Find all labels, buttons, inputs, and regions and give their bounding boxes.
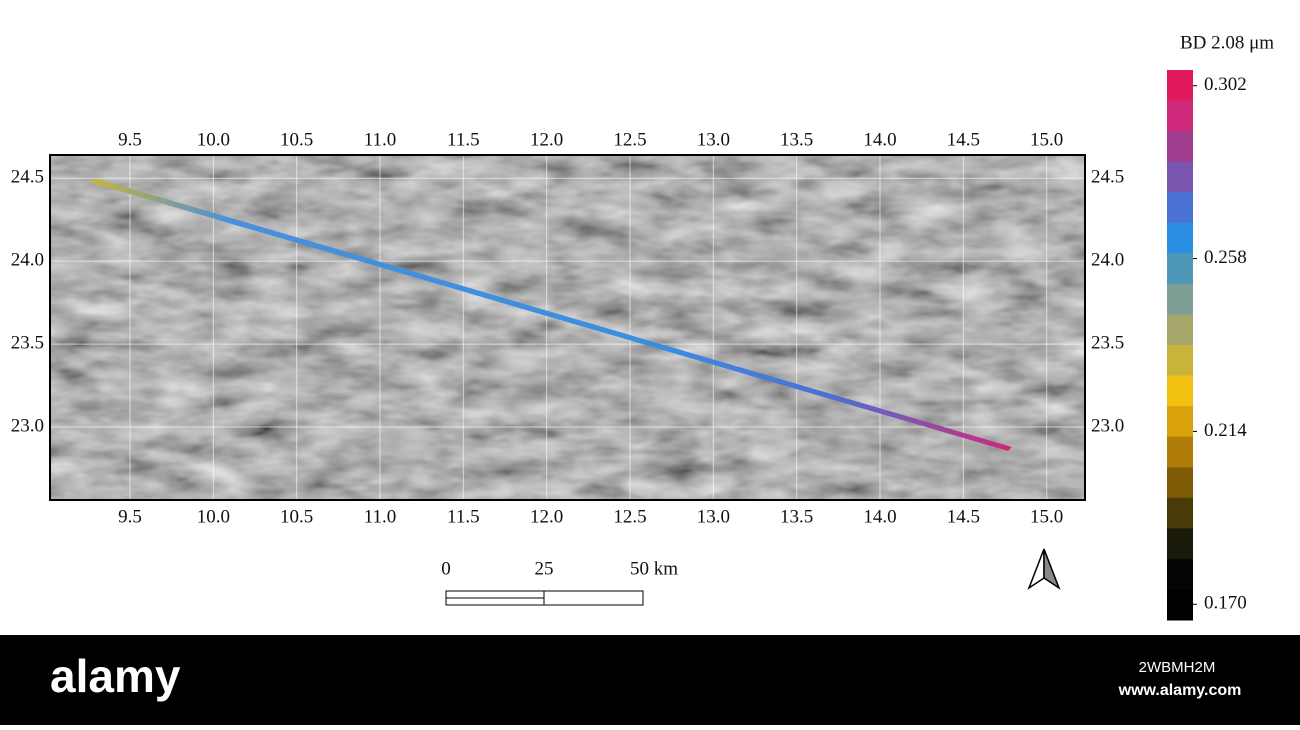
footer-logo: alamy xyxy=(50,650,181,702)
colorbar-tick-label: 0.170 xyxy=(1204,593,1247,614)
colorbar-segment xyxy=(1167,528,1193,560)
x-tick-label: 11.5 xyxy=(447,129,480,150)
x-tick-label: 9.5 xyxy=(118,506,142,527)
x-tick-label: 13.0 xyxy=(697,129,730,150)
colorbar-segment xyxy=(1167,222,1193,254)
x-tick-label: 9.5 xyxy=(118,129,142,150)
scale-bar: 0 25 50 km xyxy=(441,558,678,606)
colorbar-segment xyxy=(1167,192,1193,224)
y-tick-label: 24.0 xyxy=(11,250,44,271)
x-tick-label: 10.5 xyxy=(280,506,313,527)
x-tick-label: 14.5 xyxy=(947,129,980,150)
colorbar-segment xyxy=(1167,131,1193,163)
x-tick-label: 11.5 xyxy=(447,506,480,527)
x-tick-label: 15.0 xyxy=(1030,129,1063,150)
colorbar-segment xyxy=(1167,406,1193,438)
scale-segment xyxy=(445,597,545,606)
map-frame xyxy=(49,154,1086,501)
colorbar-segment xyxy=(1167,314,1193,346)
scale-segment xyxy=(445,590,545,599)
y-tick-label: 24.5 xyxy=(11,167,44,188)
x-tick-label: 10.5 xyxy=(280,129,313,150)
x-tick-label: 12.5 xyxy=(613,506,646,527)
x-tick-label: 13.0 xyxy=(697,506,730,527)
colorbar-tick-label: 0.258 xyxy=(1204,247,1247,268)
y-tick-label: 23.5 xyxy=(1091,332,1124,353)
colorbar-segment xyxy=(1167,345,1193,377)
scale-label: 25 xyxy=(535,558,554,579)
x-tick-label: 12.0 xyxy=(530,129,563,150)
x-tick-label: 12.0 xyxy=(530,506,563,527)
x-tick-label: 10.0 xyxy=(197,506,230,527)
y-tick-label: 23.0 xyxy=(11,415,44,436)
x-tick-label: 14.0 xyxy=(863,506,896,527)
colorbar-segment xyxy=(1167,589,1193,621)
colorbar-segment xyxy=(1167,436,1193,468)
x-tick-label: 14.0 xyxy=(863,129,896,150)
footer-url: www.alamy.com xyxy=(1118,682,1242,699)
colorbar-segment xyxy=(1167,375,1193,407)
scale-label: 50 km xyxy=(630,558,678,579)
north-arrow xyxy=(1027,548,1061,590)
scale-label: 0 xyxy=(441,558,451,579)
colorbar-segment xyxy=(1167,161,1193,193)
colorbar-segment xyxy=(1167,497,1193,529)
y-tick-label: 24.5 xyxy=(1091,167,1124,188)
colorbar-segment xyxy=(1167,558,1193,590)
colorbar-tick-label: 0.302 xyxy=(1204,74,1247,95)
colorbar-segment xyxy=(1167,70,1193,102)
x-tick-label: 12.5 xyxy=(613,129,646,150)
x-tick-label: 15.0 xyxy=(1030,506,1063,527)
colorbar-segment xyxy=(1167,467,1193,499)
swath xyxy=(92,179,1012,451)
colorbar-segment xyxy=(1167,253,1193,285)
map-texture xyxy=(50,155,1085,500)
x-tick-label: 13.5 xyxy=(780,129,813,150)
x-tick-label: 14.5 xyxy=(947,506,980,527)
y-tick-label: 24.0 xyxy=(1091,250,1124,271)
x-tick-label: 13.5 xyxy=(780,506,813,527)
x-tick-label: 11.0 xyxy=(364,129,397,150)
x-tick-label: 10.0 xyxy=(197,129,230,150)
y-tick-label: 23.5 xyxy=(11,332,44,353)
y-tick-label: 23.0 xyxy=(1091,415,1124,436)
footer-bar xyxy=(0,635,1300,725)
colorbar-segment xyxy=(1167,283,1193,315)
colorbar-segment xyxy=(1167,100,1193,132)
footer-id: 2WBMH2M xyxy=(1139,659,1216,676)
colorbar-title: BD 2.08 μm xyxy=(1180,32,1274,53)
scale-segment xyxy=(543,590,644,606)
colorbar-tick-label: 0.214 xyxy=(1204,420,1247,441)
x-tick-label: 11.0 xyxy=(364,506,397,527)
